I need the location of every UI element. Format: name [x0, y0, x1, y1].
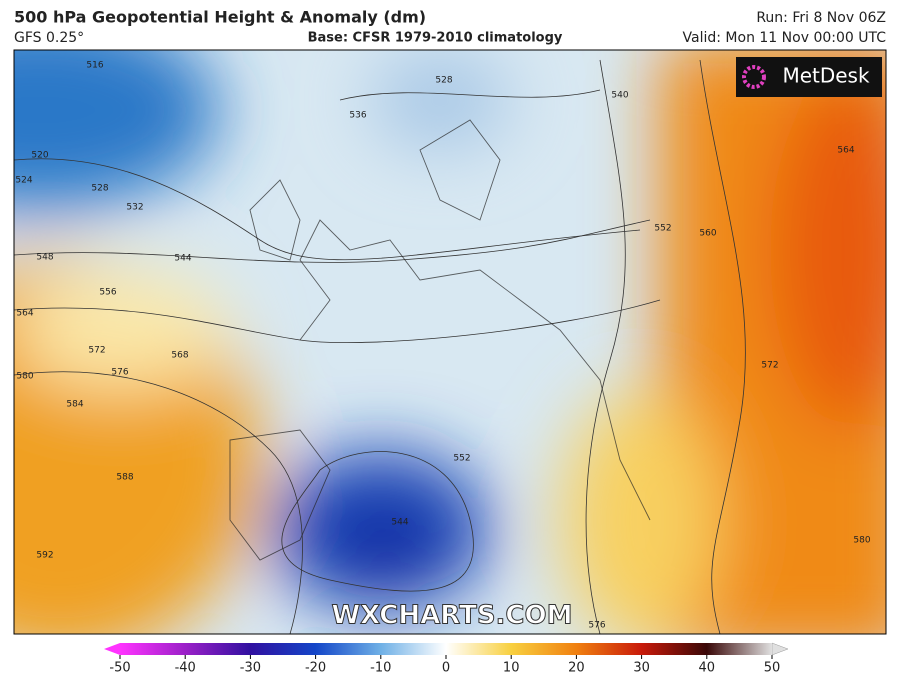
contour-label: 572: [88, 346, 105, 356]
colorbar-tick-label: 40: [699, 661, 716, 676]
logo-box: [736, 57, 882, 97]
contour-label: 520: [31, 151, 48, 161]
map: MetDesk WXCHARTS.COM 516 520 524 528 532 536 5…: [14, 50, 886, 634]
contour-label: 552: [654, 224, 671, 234]
contour-label: 584: [66, 400, 83, 410]
contour-label: 540: [611, 91, 628, 101]
logo: MetDesk: [782, 64, 870, 88]
logo-icon: [742, 65, 766, 89]
contour-label: 580: [16, 372, 33, 382]
contour-label: 556: [99, 288, 116, 298]
map-frame: [13, 49, 887, 635]
contour-label: 524: [15, 176, 32, 186]
colorbar-tick-label: 20: [568, 661, 585, 676]
colorbar-tick-label: -30: [240, 661, 261, 676]
contour-label: 576: [111, 368, 128, 378]
colorbar: [120, 643, 772, 655]
contour-label: 536: [349, 111, 366, 121]
contour-label: 580: [853, 536, 870, 546]
colorbar-arrow-low: [104, 643, 120, 655]
contour-label: 528: [91, 184, 108, 194]
contour-label: 548: [36, 253, 53, 263]
base: Base: CFSR 1979-2010 climatology: [308, 31, 563, 46]
colorbar-tick-label: 10: [503, 661, 520, 676]
contour-label: 560: [699, 229, 716, 239]
colorbar-tick-label: 0: [442, 661, 450, 676]
title: 500 hPa Geopotential Height & Anomaly (d…: [14, 8, 426, 27]
valid: Valid: Mon 11 Nov 00:00 UTC: [683, 30, 887, 46]
contour-label: 528: [435, 76, 452, 86]
contour-label: 564: [16, 309, 33, 319]
contour-label: 568: [171, 351, 188, 361]
run: Run: Fri 8 Nov 06Z: [756, 10, 886, 26]
contour-label: 576: [588, 621, 605, 631]
contour-label: 516: [86, 61, 103, 71]
contour-label: 552: [453, 454, 470, 464]
contour-label: 588: [116, 473, 133, 483]
watermark: WXCHARTS.COM: [331, 601, 572, 631]
colorbar-arrow-high: [771, 642, 789, 656]
contour-label: 544: [391, 518, 408, 528]
contour-label: 572: [761, 361, 778, 371]
colorbar-tick-label: -50: [109, 661, 130, 676]
contour-label: 544: [174, 254, 191, 264]
colorbar-tick-label: -10: [370, 661, 391, 676]
contour-label: 592: [36, 551, 53, 561]
contour-label: 564: [837, 146, 854, 156]
colorbar-tick-label: 50: [764, 661, 781, 676]
model: GFS 0.25°: [14, 30, 84, 46]
colorbar-tick-label: -40: [175, 661, 196, 676]
colorbar-tick-label: 30: [633, 661, 650, 676]
colorbar-tick-label: -20: [305, 661, 326, 676]
contour-label: 532: [126, 203, 143, 213]
